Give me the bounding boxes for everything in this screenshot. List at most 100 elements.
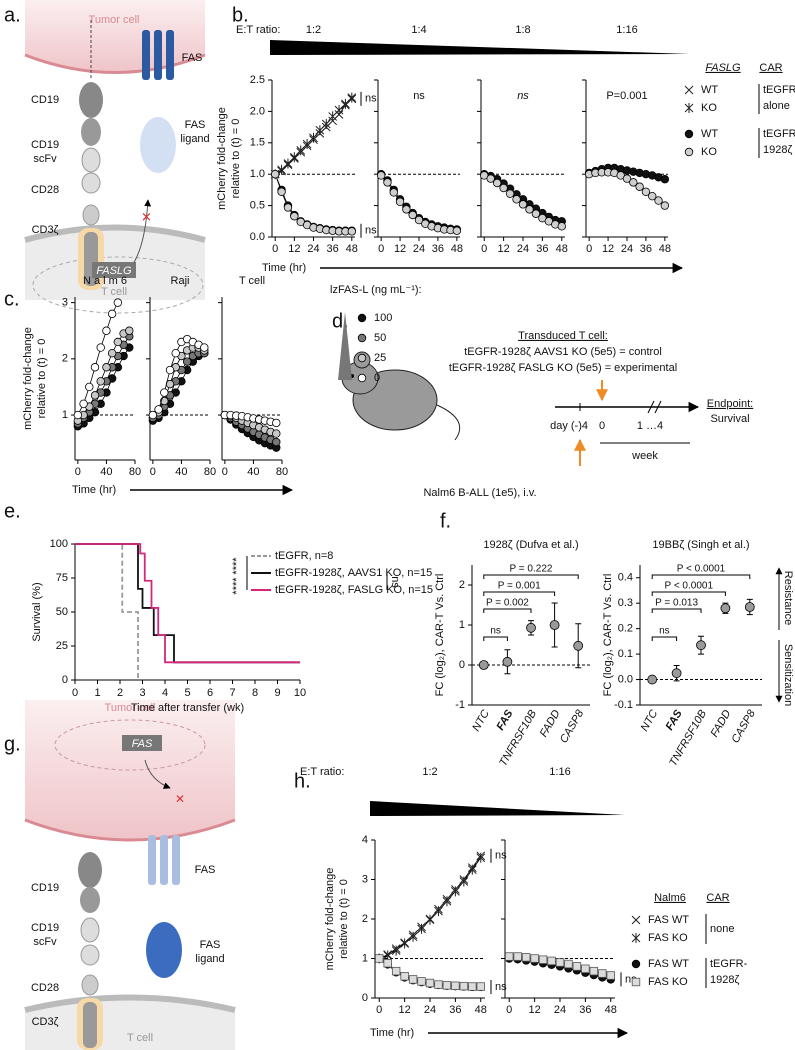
marker bbox=[357, 333, 367, 343]
panel-title: N a l m 6 bbox=[83, 275, 127, 287]
marker bbox=[684, 147, 694, 157]
x-tick-label: 36 bbox=[432, 243, 444, 255]
endpoint: Endpoint: bbox=[707, 398, 753, 410]
x-tick-label: CASP8 bbox=[729, 707, 758, 745]
y-tick-label: 1 bbox=[459, 619, 465, 631]
y-tick-label: 1.5 bbox=[250, 137, 265, 149]
y-tick-label: 2.0 bbox=[250, 105, 265, 117]
marker bbox=[383, 959, 392, 968]
marker bbox=[321, 118, 331, 129]
marker bbox=[391, 945, 401, 956]
ratio-title: E:T ratio: bbox=[236, 24, 280, 36]
marker bbox=[85, 382, 94, 392]
sig-label: ns bbox=[490, 626, 501, 637]
y-tick-label: -0.1 bbox=[614, 699, 633, 711]
legend-group: none bbox=[710, 923, 734, 935]
marker bbox=[160, 388, 169, 397]
day: 0 bbox=[599, 420, 605, 432]
panel-title: 1928ζ (Dufva et al.) bbox=[483, 539, 578, 551]
x-tick-label: 24 bbox=[424, 1004, 436, 1016]
marker bbox=[512, 195, 521, 204]
label: FAS bbox=[185, 119, 206, 131]
marker bbox=[272, 429, 281, 438]
annotation: ns bbox=[365, 225, 377, 237]
membrane bbox=[24, 53, 206, 74]
marker bbox=[459, 876, 469, 887]
panel-title: 1:16 bbox=[616, 24, 637, 36]
x-tick-label: 0 bbox=[272, 243, 278, 255]
marker bbox=[113, 337, 123, 347]
sig-label: P = 0.222 bbox=[510, 564, 553, 575]
label: T cell bbox=[127, 1032, 153, 1044]
membrane bbox=[24, 224, 206, 243]
legend-group: alone bbox=[763, 100, 790, 112]
marker bbox=[328, 111, 338, 122]
annotation: **** bbox=[231, 557, 243, 575]
marker bbox=[492, 178, 502, 188]
marker bbox=[283, 158, 293, 169]
marker bbox=[631, 959, 641, 969]
legend-label: FAS WT bbox=[648, 958, 689, 970]
label: scFv bbox=[33, 153, 57, 165]
legend-group: tEGFR- bbox=[763, 128, 795, 140]
marker bbox=[631, 915, 641, 925]
legend-title: lzFAS-L (ng mL⁻¹): bbox=[330, 284, 422, 296]
sig-bracket bbox=[483, 574, 579, 579]
y-tick-label: 1.0 bbox=[250, 168, 265, 180]
side-label: Resistance bbox=[782, 571, 794, 625]
sig-bracket bbox=[651, 636, 678, 641]
block-mark: ✕ bbox=[141, 209, 152, 224]
y-tick-label: 0.4 bbox=[618, 572, 633, 584]
x-tick-label: 0 bbox=[75, 466, 81, 478]
x-tick-label: 36 bbox=[536, 243, 548, 255]
survival-curve bbox=[75, 543, 300, 664]
marker bbox=[598, 969, 607, 978]
point bbox=[573, 640, 584, 651]
marker bbox=[383, 178, 392, 187]
day: day (-)4 bbox=[550, 420, 588, 432]
cd19 bbox=[80, 887, 100, 913]
label: CD3ζ bbox=[32, 1016, 59, 1028]
marker bbox=[468, 982, 477, 991]
sig-label: P < 0.0001 bbox=[677, 564, 726, 575]
legend-group: 1928ζ bbox=[710, 974, 739, 986]
marker bbox=[102, 326, 111, 335]
x-tick-label: 36 bbox=[327, 243, 339, 255]
label: Tumor cell bbox=[105, 702, 156, 714]
legend-label: WT bbox=[701, 128, 718, 140]
tumor-cell bbox=[25, 0, 205, 73]
y-tick-label: 2 bbox=[62, 353, 68, 365]
membrane bbox=[24, 994, 236, 1013]
x-tick-label: 0 bbox=[150, 466, 156, 478]
x-tick-label: 24 bbox=[621, 243, 633, 255]
marker bbox=[555, 958, 565, 967]
endpoint: Survival bbox=[710, 413, 749, 425]
x-tick-label: 24 bbox=[517, 243, 529, 255]
label: scFv bbox=[33, 936, 57, 948]
x-tick-label: 12 bbox=[497, 243, 509, 255]
point bbox=[671, 668, 682, 679]
label: CD19 bbox=[31, 94, 59, 106]
series-line bbox=[379, 855, 482, 959]
annotation: ns bbox=[389, 576, 401, 588]
label: Tumor cell bbox=[89, 14, 140, 26]
cd19 bbox=[79, 82, 103, 118]
label: FAS bbox=[200, 939, 221, 951]
x-tick-label: 0 bbox=[481, 243, 487, 255]
marker bbox=[521, 953, 531, 962]
marker bbox=[113, 298, 123, 307]
x-tick-label: NTC bbox=[639, 708, 661, 734]
marker bbox=[376, 171, 386, 180]
legend-header: CAR bbox=[706, 892, 729, 904]
x-axis-label: Time (hr) bbox=[370, 1027, 414, 1039]
panel-label: f. bbox=[440, 510, 451, 532]
marker bbox=[452, 226, 462, 235]
label: CD28 bbox=[31, 982, 59, 994]
sig-bracket bbox=[651, 608, 702, 613]
y-axis-label: FC (log₂), CAR-T Vs. Ctrl bbox=[602, 574, 614, 697]
y-tick-label: 4 bbox=[362, 834, 368, 846]
marker bbox=[486, 174, 495, 183]
marker bbox=[79, 399, 88, 408]
sig-label: P = 0.002 bbox=[486, 598, 529, 609]
x-tick-label: 80 bbox=[276, 466, 288, 478]
